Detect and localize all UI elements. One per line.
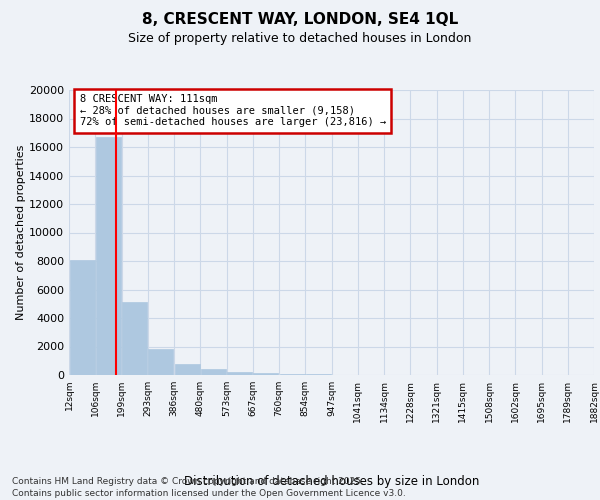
Bar [280,374,305,375]
Bar [122,302,147,375]
Text: 8 CRESCENT WAY: 111sqm
← 28% of detached houses are smaller (9,158)
72% of semi-: 8 CRESCENT WAY: 111sqm ← 28% of detached… [79,94,386,128]
Text: Contains public sector information licensed under the Open Government Licence v3: Contains public sector information licen… [12,489,406,498]
Text: Size of property relative to detached houses in London: Size of property relative to detached ho… [128,32,472,45]
Bar [175,364,200,375]
Bar [227,372,252,375]
Bar [70,260,95,375]
Bar [201,370,226,375]
Text: 8, CRESCENT WAY, LONDON, SE4 1QL: 8, CRESCENT WAY, LONDON, SE4 1QL [142,12,458,28]
Bar [148,348,173,375]
Bar [96,137,121,375]
Bar [253,373,278,375]
Text: Contains HM Land Registry data © Crown copyright and database right 2025.: Contains HM Land Registry data © Crown c… [12,477,364,486]
Y-axis label: Number of detached properties: Number of detached properties [16,145,26,320]
Bar [306,374,331,375]
X-axis label: Distribution of detached houses by size in London: Distribution of detached houses by size … [184,475,479,488]
